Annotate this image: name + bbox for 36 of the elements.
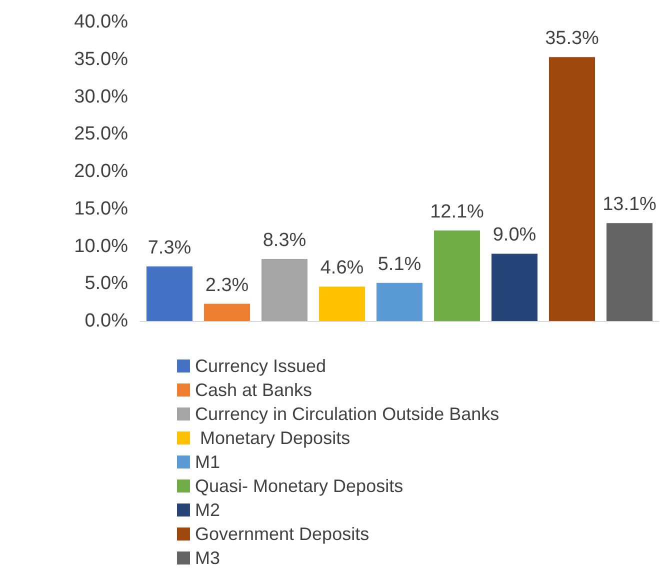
bar (146, 266, 192, 321)
data-label: 7.3% (148, 237, 192, 258)
data-label: 4.6% (320, 258, 364, 279)
y-tick-label: 0.0% (84, 310, 128, 332)
legend-label: M1 (195, 452, 220, 472)
data-label: 9.0% (492, 224, 536, 246)
legend-label: Government Deposits (195, 524, 370, 544)
bar (606, 223, 652, 321)
bar (204, 304, 250, 321)
y-tick-label: 30.0% (74, 86, 128, 108)
legend-label: Monetary Deposits (195, 428, 350, 448)
legend-label: Currency in Circulation Outside Banks (195, 404, 500, 424)
bar (319, 286, 365, 321)
legend-label: Quasi- Monetary Deposits (195, 476, 404, 496)
y-tick-label: 15.0% (74, 198, 128, 220)
bar (376, 282, 422, 321)
y-tick-label: 20.0% (74, 161, 128, 182)
bar (434, 230, 480, 321)
y-tick-label: 40.0% (74, 12, 128, 32)
legend-label: Cash at Banks (195, 380, 312, 400)
bar (549, 57, 595, 321)
y-tick-label: 25.0% (74, 124, 128, 145)
y-tick-label: 5.0% (84, 273, 128, 294)
legend-label: M2 (195, 500, 220, 520)
legend-label: M3 (195, 548, 220, 568)
legend-label: Currency Issued (195, 356, 326, 376)
data-label: 5.1% (378, 254, 422, 275)
data-label: 8.3% (262, 230, 306, 251)
y-tick-label: 10.0% (74, 236, 128, 257)
data-label: 2.3% (205, 274, 249, 296)
bar (262, 258, 308, 321)
data-label: 35.3% (545, 28, 600, 50)
data-label: 12.1% (430, 202, 484, 223)
y-tick-label: 35.0% (74, 48, 128, 70)
data-label: 13.1% (602, 194, 657, 216)
bar (492, 254, 538, 321)
